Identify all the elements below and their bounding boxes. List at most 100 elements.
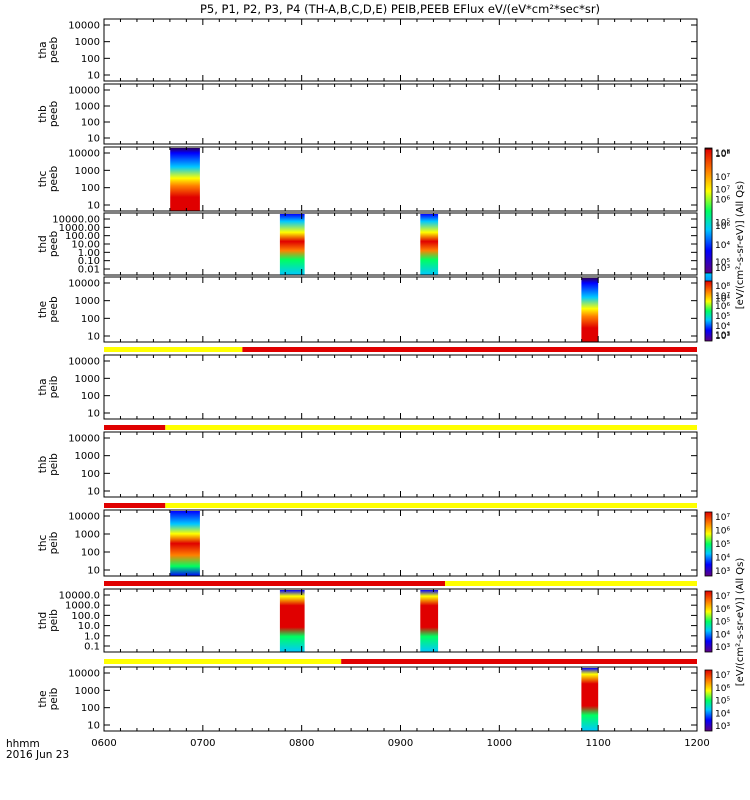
colorbar-tick-label: 10⁵	[715, 540, 730, 550]
spectrogram-burst	[581, 278, 599, 342]
y-axis-label-product: peib	[48, 687, 60, 710]
panel-the-peeb: 10000 1000 100 10 the peeb	[37, 276, 698, 343]
x-tick-label: 1000	[487, 738, 512, 749]
y-axis-label-product: peib	[48, 453, 60, 476]
y-axis-label-product: peeb	[48, 166, 60, 193]
colorbar-tick-label: 10⁶	[715, 605, 730, 615]
panel-frame	[103, 276, 698, 343]
colorbar-tick-label: 10⁷	[715, 173, 730, 183]
y-tick-label: 10	[87, 409, 100, 420]
y-tick-label: 10000	[68, 279, 100, 290]
mode-bar-segment	[165, 425, 698, 430]
colorbar-tick-label: 10⁴	[715, 709, 730, 719]
spectrogram-burst	[420, 214, 439, 275]
x-axis-label-date: 2016 Jun 23	[6, 749, 69, 761]
colorbar-tick-label: 10⁶	[715, 302, 730, 312]
colorbar-tick-label: 10⁶	[715, 196, 730, 206]
y-tick-label: 1000.0	[65, 601, 100, 612]
colorbar-tick-label: 10⁴	[715, 630, 730, 640]
panel-thc-peib: 10000 1000 100 10 thc peib	[37, 509, 698, 577]
mode-bar	[104, 581, 697, 586]
y-tick-label: 1000	[75, 374, 100, 385]
x-axis: 0600 0700 0800 0900 1000 1100 1200	[91, 738, 709, 749]
y-axis-label-probe: thd	[37, 612, 49, 629]
y-tick-label: 0.1	[84, 642, 100, 653]
colorbar-tick-label: 10⁴	[715, 295, 730, 305]
y-tick-label: 100.0	[71, 611, 100, 622]
mode-bar-segment	[104, 425, 166, 430]
colorbar-tick-label: 10⁸	[715, 282, 730, 292]
colorbar-tick-label: 10⁷	[715, 592, 730, 602]
y-axis-label-product: peeb	[48, 296, 60, 323]
y-tick-label: 1.0	[84, 631, 100, 642]
y-tick-label: 1000.00	[59, 223, 100, 234]
y-axis-label-probe: tha	[37, 41, 49, 58]
panel-thb-peeb: 10000 1000 100 10 thb peeb	[37, 83, 698, 145]
mode-bar-segment	[104, 581, 445, 586]
y-tick-label: 1000	[75, 451, 100, 462]
panel-frame	[103, 666, 698, 732]
colorbar-label-ion: [eV/(cm²-s-sr-eV)] (All Qs)	[735, 558, 746, 687]
y-tick-label: 10000	[68, 434, 100, 445]
y-tick-label: 10.0	[78, 621, 100, 632]
y-axis-label-probe: thc	[37, 171, 49, 188]
panel-frame	[103, 431, 698, 498]
y-axis-label-probe: thc	[37, 535, 49, 552]
colorbar-tick-label: 10⁷	[715, 292, 730, 302]
spectrogram-burst	[170, 511, 200, 576]
y-tick-label: 0.10	[78, 256, 100, 267]
y-tick-label: 1000	[75, 102, 100, 113]
y-tick-label: 10	[87, 332, 100, 343]
panel-frame	[103, 18, 698, 82]
y-tick-label: 100	[81, 469, 100, 480]
spectrogram-burst	[170, 148, 200, 211]
colorbar-tick-label: 10⁵	[715, 312, 730, 322]
colorbar-fill	[704, 669, 713, 732]
panel-thc-peeb: 10000 1000 100 10 thc peeb	[37, 146, 698, 212]
colorbar-tick-label: 10³	[715, 567, 730, 577]
colorbar-tick-label: 10³	[715, 643, 730, 653]
colorbar-thc-peib: 10⁷ 10⁶ 10⁵ 10⁴ 10³	[704, 511, 730, 577]
y-axis-label-product: peib	[48, 609, 60, 632]
colorbar-tick-label: 10⁶	[715, 222, 730, 232]
y-axis-label-product: peib	[48, 375, 60, 398]
panel-frame	[103, 588, 698, 653]
colorbar-tick-label: 10³	[715, 332, 730, 342]
panel-frame	[103, 83, 698, 145]
y-tick-label: 100	[81, 118, 100, 129]
mode-bars-layer	[104, 347, 698, 664]
y-tick-label: 100.00	[65, 231, 100, 242]
colorbar-fill	[704, 511, 713, 577]
y-tick-label: 10	[87, 487, 100, 498]
y-tick-label: 1.00	[78, 248, 100, 259]
y-tick-label: 10000	[68, 149, 100, 160]
colorbar-tick-label: 10³	[715, 722, 730, 732]
y-tick-label: 1000	[75, 166, 100, 177]
y-tick-label: 100	[81, 183, 100, 194]
spectrogram-burst	[581, 668, 599, 731]
y-tick-label: 10	[87, 201, 100, 212]
y-tick-label: 10	[87, 566, 100, 577]
y-tick-label: 100	[81, 54, 100, 65]
x-tick-label: 0700	[190, 738, 215, 749]
mode-bar	[104, 347, 697, 352]
chart-title: P5, P1, P2, P3, P4 (TH-A,B,C,D,E) PEIB,P…	[200, 2, 600, 16]
colorbar-tick-label: 10⁷	[715, 671, 730, 681]
x-tick-label: 0600	[91, 738, 116, 749]
y-tick-label: 10	[87, 721, 100, 732]
y-tick-label: 100	[81, 391, 100, 402]
y-tick-label: 1000	[75, 37, 100, 48]
mode-bar-segment	[445, 581, 697, 586]
mode-bar-segment	[104, 347, 243, 352]
colorbars-layer: 10⁸10⁷10⁶10⁵10⁴10³10⁸10⁷10⁶10⁵10⁴10³10⁸1…	[704, 147, 746, 732]
y-axis-label-probe: thb	[37, 105, 49, 123]
spectrogram-burst	[279, 214, 305, 275]
y-tick-label: 10000	[68, 21, 100, 32]
y-axis-label-probe: thb	[37, 455, 49, 473]
colorbar-tick-label: 10⁵	[715, 697, 730, 707]
colorbar-tick-label: 10⁸	[715, 150, 730, 160]
y-tick-label: 10	[87, 134, 100, 145]
colorbar-thd-peib: 10⁷ 10⁶ 10⁵ 10⁴ 10³	[704, 590, 730, 653]
